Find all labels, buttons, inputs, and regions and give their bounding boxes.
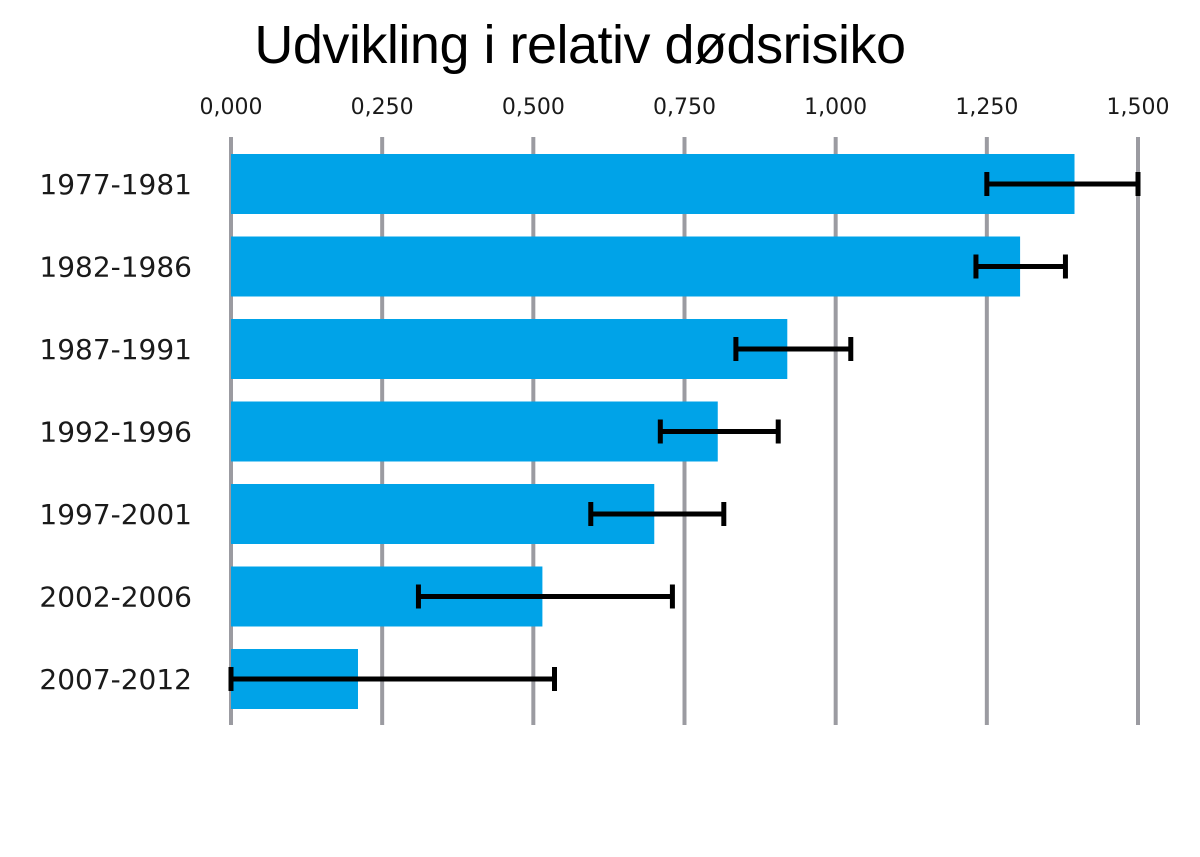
x-tick-label: 1,500 <box>1107 95 1170 120</box>
x-tick-label: 0,000 <box>200 95 263 120</box>
bar <box>231 484 655 544</box>
x-tick-label: 0,750 <box>653 95 716 120</box>
x-tick-label: 1,250 <box>955 95 1018 120</box>
x-axis-ticks: 0,000 0,250 0,500 0,750 1,000 1,250 1,500 <box>200 95 1170 120</box>
bar <box>231 154 1075 214</box>
category-label: 1997-2001 <box>39 498 192 531</box>
x-tick-label: 0,250 <box>351 95 414 120</box>
error-bars <box>228 172 1141 691</box>
category-label: 1992-1996 <box>39 416 192 449</box>
category-label: 1977-1981 <box>39 168 192 201</box>
chart-title: Udvikling i relativ dødsrisiko <box>254 15 906 75</box>
bar <box>231 401 718 462</box>
category-label: 2002-2006 <box>39 581 192 614</box>
bar <box>231 319 788 379</box>
x-tick-label: 1,000 <box>804 95 867 120</box>
category-label: 1987-1991 <box>39 333 192 366</box>
category-labels: 1977-1981 1982-1986 1987-1991 1992-1996 1997… <box>39 168 192 696</box>
x-tick-label: 0,500 <box>502 95 565 120</box>
category-label: 2007-2012 <box>39 663 192 696</box>
category-label: 1982-1986 <box>39 251 192 284</box>
bars <box>231 154 1075 709</box>
bar <box>231 236 1021 297</box>
